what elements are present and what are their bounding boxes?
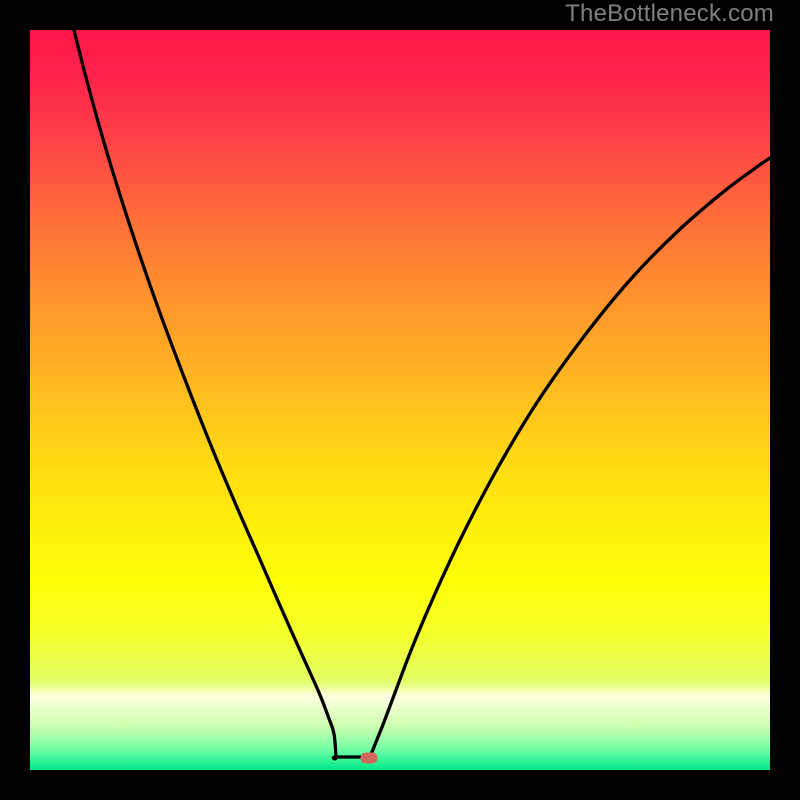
watermark-text: TheBottleneck.com [565,0,774,28]
minimum-marker [30,30,770,770]
plot-area [30,30,770,770]
